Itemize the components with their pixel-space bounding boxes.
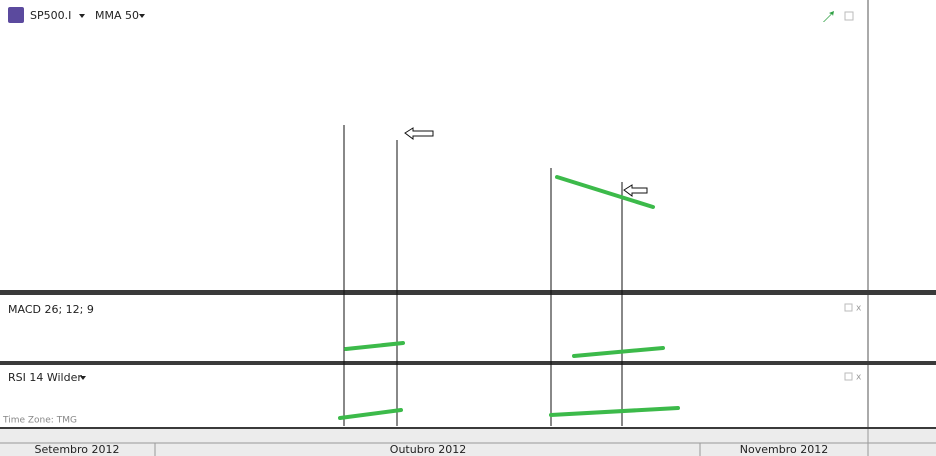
trend-line <box>549 406 680 417</box>
month-label: Setembro 2012 <box>34 443 119 456</box>
trend-icon[interactable] <box>823 11 834 22</box>
arrow <box>623 184 648 197</box>
dropdown[interactable] <box>79 14 85 18</box>
overlay-title: MMA 50 <box>95 9 139 22</box>
panel-title: MACD 26; 12; 9 <box>8 303 94 316</box>
close-button[interactable]: x <box>856 373 862 383</box>
panel-separator <box>0 427 936 429</box>
dropdown[interactable] <box>139 14 145 18</box>
arrow <box>404 127 434 140</box>
trend-line <box>572 346 665 358</box>
right-axis-area <box>868 0 936 428</box>
month-label: Novembro 2012 <box>740 443 828 456</box>
dropdown[interactable] <box>80 376 86 380</box>
trend-lines <box>338 175 680 420</box>
annotations <box>343 125 623 426</box>
month-label: Outubro 2012 <box>390 443 466 456</box>
time-zone: Time Zone: TMG <box>2 416 77 426</box>
panel-separator <box>0 361 936 365</box>
trend-line <box>344 341 405 351</box>
trend-line <box>555 175 655 209</box>
maximize-button[interactable] <box>844 303 853 312</box>
panel-separator <box>0 290 936 295</box>
symbol-icon[interactable] <box>8 7 24 23</box>
panel-title: SP500.I <box>30 9 71 22</box>
panel-title: RSI 14 Wilder <box>8 371 82 384</box>
trend-line <box>338 408 403 420</box>
close-button[interactable]: x <box>856 304 862 314</box>
maximize-button[interactable] <box>844 11 854 21</box>
maximize-button[interactable] <box>844 372 853 381</box>
